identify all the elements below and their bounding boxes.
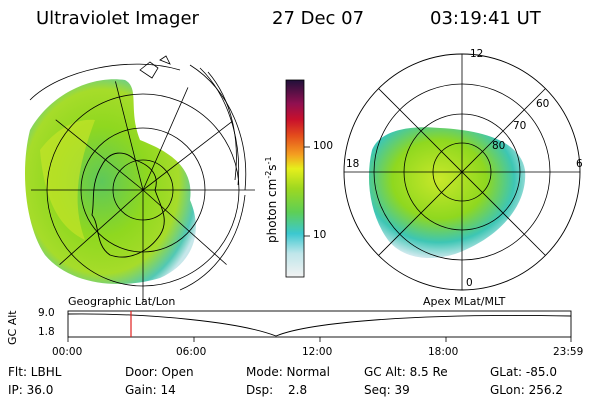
geographic-map	[25, 55, 255, 302]
observation-time: 03:19:41 UT	[430, 8, 541, 29]
time-tick-0600: 06:00	[176, 346, 207, 358]
mlt-label-18: 18	[346, 158, 360, 170]
left-panel-caption: Geographic Lat/Lon	[68, 295, 176, 308]
apex-polar-plot	[343, 53, 581, 291]
time-tick-2359: 23:59	[553, 346, 584, 358]
gc-altitude-curve	[67, 313, 572, 337]
ip-info: IP: 36.0	[8, 383, 54, 397]
alt-tick-1-8: 1.8	[38, 326, 55, 338]
mlat-label-60: 60	[536, 98, 550, 110]
gc-alt-axis-label: GC Alt	[6, 310, 19, 345]
mlat-label-80: 80	[492, 140, 506, 152]
time-tick-1800: 18:00	[428, 346, 459, 358]
colorbar-unit-label: photon cm-2s-1	[264, 156, 279, 243]
dsp-value: 2.8	[288, 383, 308, 397]
colorbar	[285, 79, 310, 278]
altitude-plot	[67, 310, 572, 342]
time-tick-1200: 12:00	[302, 346, 333, 358]
aurora-bright-left	[40, 119, 95, 240]
filter-info: Flt: LBHL	[8, 365, 62, 379]
dsp-label: Dsp:	[246, 383, 274, 397]
mode-info: Mode: Normal	[246, 365, 330, 379]
app-title: Ultraviolet Imager	[36, 8, 199, 29]
door-info: Door: Open	[125, 365, 194, 379]
mlt-label-0: 0	[466, 277, 473, 289]
time-tick-0000: 00:00	[52, 346, 83, 358]
right-panel-caption: Apex MLat/MLT	[423, 295, 506, 308]
gc-alt-info: GC Alt: 8.5 Re	[364, 365, 448, 379]
glon-info: GLon: 256.2	[490, 383, 563, 397]
mlt-label-6: 6	[576, 158, 583, 170]
mlat-label-70: 70	[513, 120, 527, 132]
alt-tick-9: 9.0	[38, 307, 55, 319]
glat-info: GLat: -85.0	[490, 365, 557, 379]
observation-date: 27 Dec 07	[272, 8, 365, 29]
colorbar-tick-100: 100	[313, 140, 334, 152]
gain-info: Gain: 14	[125, 383, 176, 397]
seq-info: Seq: 39	[364, 383, 410, 397]
mlt-label-12: 12	[470, 48, 484, 60]
aurora-oval-right	[368, 127, 526, 259]
coastline-fragment	[139, 55, 171, 79]
colorbar-tick-10: 10	[313, 229, 327, 241]
